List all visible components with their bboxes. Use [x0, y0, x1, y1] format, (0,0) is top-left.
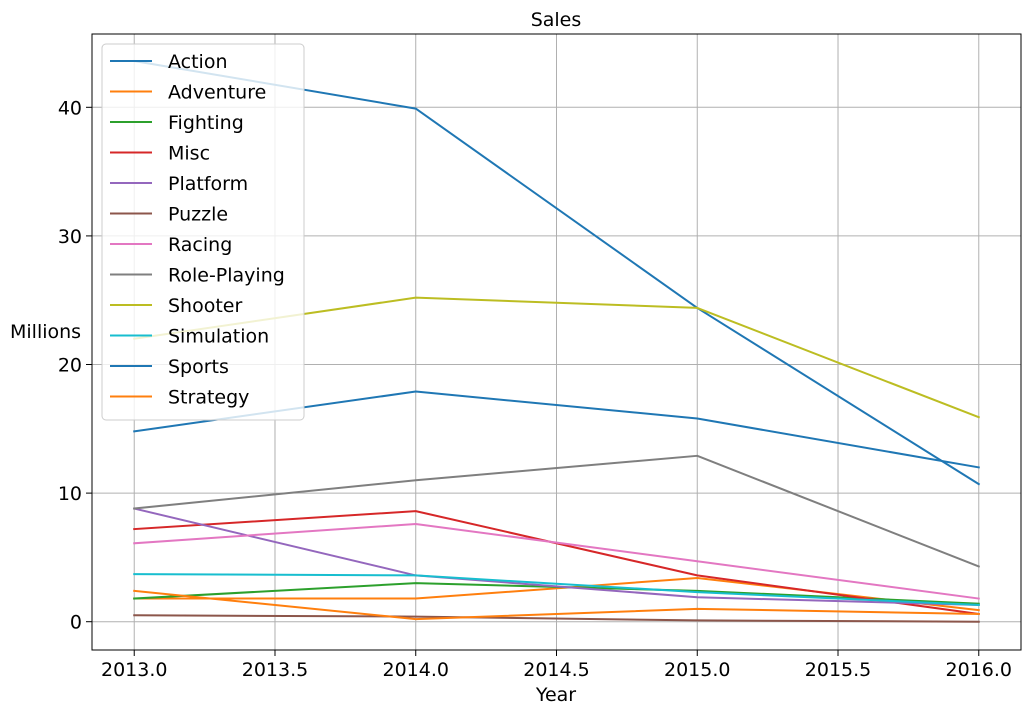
- x-axis-label: Year: [535, 684, 576, 706]
- legend-label-sports: Sports: [168, 356, 229, 378]
- series-line-strategy: [133, 589, 980, 621]
- x-tick-label: 2015.0: [664, 659, 730, 681]
- legend-label-puzzle: Puzzle: [168, 204, 228, 226]
- y-tick-label: 40: [58, 97, 82, 119]
- x-tick-label: 2013.5: [242, 659, 308, 681]
- x-tick-label: 2016.0: [946, 659, 1012, 681]
- x-tick-label: 2013.0: [101, 659, 167, 681]
- legend-label-strategy: Strategy: [168, 387, 249, 409]
- x-tick-label: 2014.0: [383, 659, 449, 681]
- series-lines: [133, 59, 981, 623]
- legend-label-shooter: Shooter: [168, 295, 242, 317]
- legend-label-misc: Misc: [168, 143, 210, 165]
- legend-label-action: Action: [168, 51, 228, 73]
- legend-label-role-playing: Role-Playing: [168, 265, 285, 287]
- series-line-role-playing: [133, 454, 981, 568]
- y-tick-label: 20: [58, 355, 82, 377]
- y-tick-label: 10: [58, 483, 82, 505]
- series-line-puzzle: [133, 614, 980, 623]
- legend-label-fighting: Fighting: [168, 112, 244, 134]
- legend-box: [101, 43, 305, 421]
- legend-label-adventure: Adventure: [168, 82, 266, 104]
- series-line-platform: [133, 507, 980, 607]
- y-tick-label: 0: [70, 612, 82, 634]
- x-axis-ticks: 2013.0 2013.5 2014.0 2014.5 2015.0 2015.5 2016…: [101, 650, 1012, 681]
- legend: Action Adventure Fighting Misc Platform Puzzl…: [101, 43, 305, 421]
- y-axis-label: Millions: [10, 321, 81, 343]
- legend-label-platform: Platform: [168, 173, 248, 195]
- chart-title: Sales: [531, 9, 582, 31]
- x-tick-label: 2015.5: [805, 659, 871, 681]
- y-axis-ticks: 0 10 20 30 40: [58, 97, 92, 634]
- legend-label-simulation: Simulation: [168, 326, 269, 348]
- series-line-racing: [133, 522, 980, 600]
- legend-label-racing: Racing: [168, 234, 232, 256]
- x-tick-label: 2014.5: [523, 659, 589, 681]
- y-tick-label: 30: [58, 226, 82, 248]
- series-line-simulation: [133, 573, 980, 607]
